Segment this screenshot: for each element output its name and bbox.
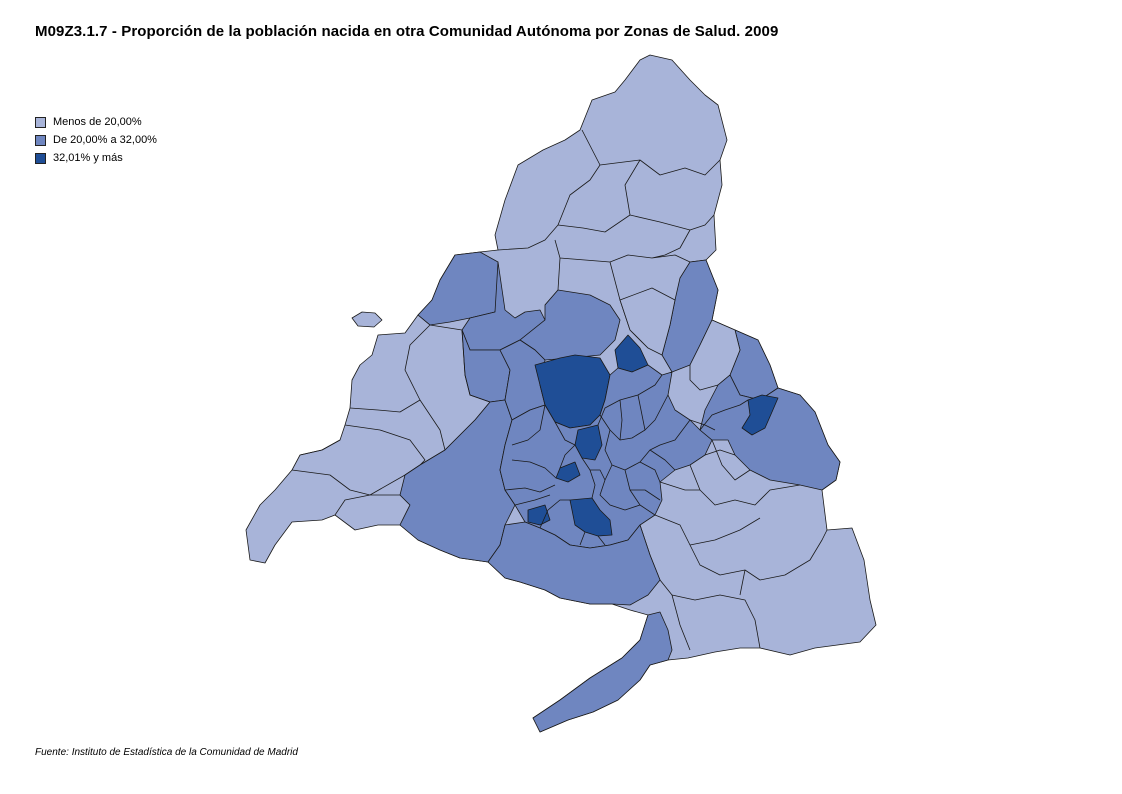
zone-high-south <box>569 497 613 537</box>
legend-label-mid: De 20,00% a 32,00% <box>53 134 157 146</box>
map-title: M09Z3.1.7 - Proporción de la población n… <box>35 23 779 40</box>
zone-high-sw <box>527 504 551 526</box>
legend-swatch-low <box>35 116 46 128</box>
zone-border-southeast <box>639 439 828 651</box>
source-note: Fuente: Instituto de Estadística de la C… <box>35 747 298 758</box>
zone-south-1 <box>487 521 661 606</box>
zone-n-light-2 <box>619 287 676 356</box>
legend-label-low: Menos de 20,00% <box>53 116 142 128</box>
legend-item-high: 32,01% y más <box>35 149 157 167</box>
legend: Menos de 20,00% De 20,00% a 32,00% 32,01… <box>35 113 157 167</box>
legend-swatch-mid <box>35 134 46 146</box>
legend-swatch-high <box>35 152 46 164</box>
zone-high-east <box>741 394 779 436</box>
zone-se-arm <box>532 611 673 733</box>
legend-item-mid: De 20,00% a 32,00% <box>35 131 157 149</box>
zone-high-center-2 <box>555 461 581 483</box>
zone-ne-strip <box>661 259 719 373</box>
zone-border-north <box>497 129 721 349</box>
legend-item-low: Menos de 20,00% <box>35 113 157 131</box>
zone-border-city <box>504 374 749 546</box>
legend-label-high: 32,01% y más <box>53 152 123 164</box>
zone-island <box>351 311 383 328</box>
zone-nw-1 <box>417 251 501 326</box>
